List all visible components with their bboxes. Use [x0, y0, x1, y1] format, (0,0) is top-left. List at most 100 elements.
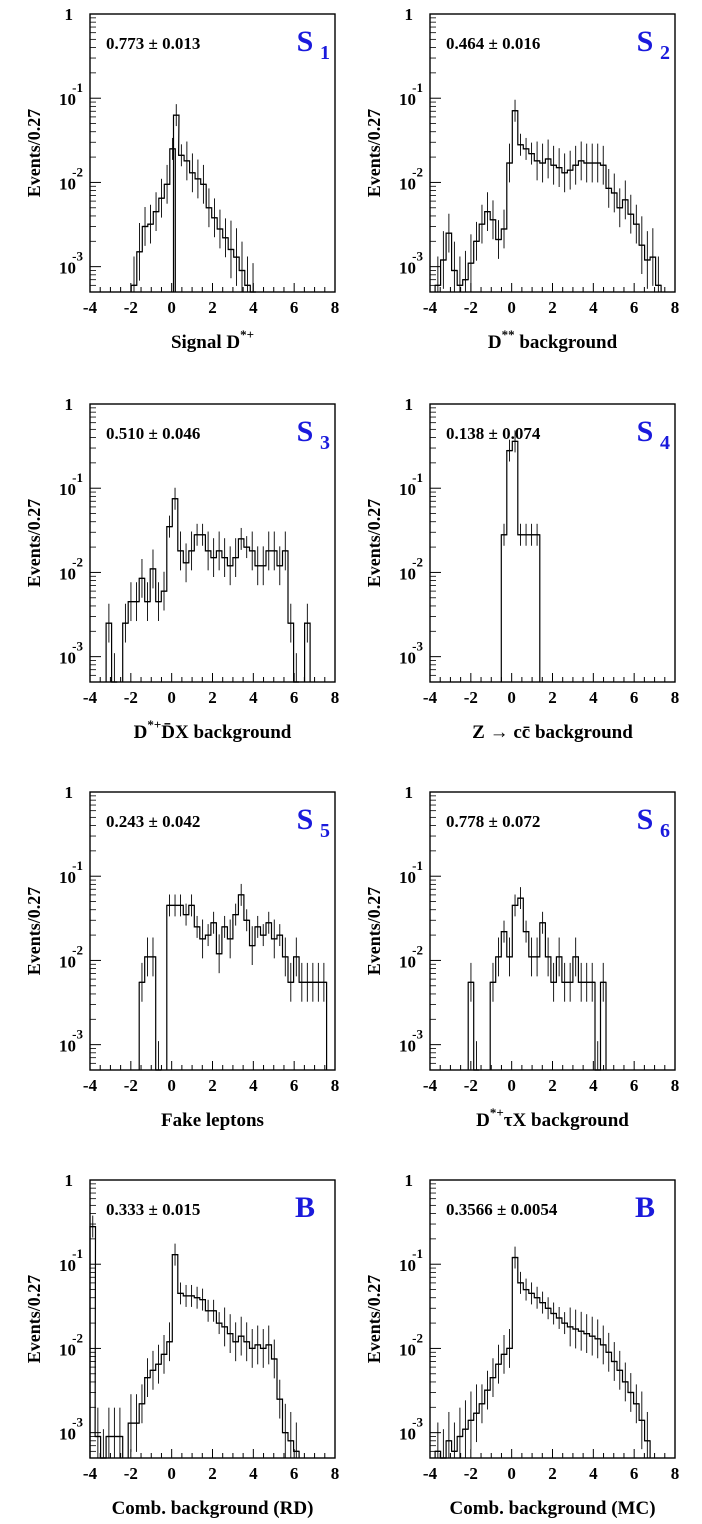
y-tick-label: 10 [399, 90, 416, 109]
x-tick-label: 0 [167, 1464, 176, 1483]
x-axis-label: Fake leptons [161, 1110, 264, 1131]
y-tick-exponent: -1 [412, 858, 423, 873]
histogram-outline [105, 498, 311, 683]
fit-value-label: 0.510 ± 0.046 [106, 424, 200, 443]
x-tick-label: 2 [208, 1464, 217, 1483]
y-tick-exponent: -2 [72, 1330, 83, 1345]
histogram-series [500, 430, 541, 682]
x-tick-label: 6 [630, 688, 639, 707]
fit-value-label: 0.464 ± 0.016 [446, 34, 540, 53]
y-tick-exponent: -3 [412, 1415, 423, 1430]
histogram-outline [434, 110, 662, 292]
y-tick-label: 10 [59, 259, 76, 278]
x-tick-label: 2 [548, 688, 557, 707]
x-tick-label: -2 [464, 688, 478, 707]
histogram-outline [89, 1226, 300, 1459]
x-axis-label: Comb. background (MC) [449, 1498, 655, 1519]
x-tick-label: 8 [671, 298, 680, 317]
x-tick-label: -2 [124, 298, 138, 317]
histogram-series [89, 1215, 300, 1459]
x-tick-label: 8 [331, 1464, 340, 1483]
x-tick-label: 2 [208, 688, 217, 707]
x-axis-label: D*+τX background [476, 1105, 629, 1131]
y-tick-label: 10 [59, 90, 76, 109]
y-tick-label: 1 [405, 783, 414, 802]
x-tick-label: 8 [331, 298, 340, 317]
fit-value-label: 0.3566 ± 0.0054 [446, 1200, 558, 1219]
y-tick-exponent: -1 [412, 470, 423, 485]
y-tick-label: 1 [405, 395, 414, 414]
x-tick-label: 8 [671, 688, 680, 707]
x-tick-label: 4 [589, 688, 598, 707]
sample-tag-subscript: 5 [320, 820, 330, 842]
y-tick-exponent: -2 [412, 164, 423, 179]
fit-value-label: 0.778 ± 0.072 [446, 812, 540, 831]
y-tick-label: 10 [59, 564, 76, 583]
x-tick-label: -4 [423, 298, 438, 317]
x-tick-label: 6 [630, 298, 639, 317]
y-tick-label: 10 [399, 1037, 416, 1056]
x-tick-label: 2 [208, 298, 217, 317]
y-tick-exponent: -2 [72, 942, 83, 957]
x-tick-label: 4 [249, 298, 258, 317]
panel-b-mc: -4 -2 0 2 4 6 8110-110-210-3Events/0.270.3566 … [364, 1171, 679, 1519]
y-tick-exponent: -1 [72, 80, 83, 95]
y-tick-label: 10 [59, 480, 76, 499]
sample-tag: B [635, 1191, 655, 1224]
x-tick-label: -4 [423, 1464, 438, 1483]
y-tick-exponent: -2 [412, 1330, 423, 1345]
sample-tag-subscript: 3 [320, 432, 330, 454]
x-tick-label: 4 [589, 298, 598, 317]
x-tick-label: -4 [423, 688, 438, 707]
x-tick-label: -2 [124, 688, 138, 707]
x-tick-label: 8 [671, 1076, 680, 1095]
y-tick-label: 10 [59, 868, 76, 887]
y-tick-label: 10 [399, 1340, 416, 1359]
x-tick-label: 0 [507, 1076, 516, 1095]
histogram-series [467, 887, 607, 1071]
y-tick-exponent: -1 [72, 1246, 83, 1261]
x-tick-label: -4 [423, 1076, 438, 1095]
y-tick-label: 10 [399, 649, 416, 668]
x-tick-label: 6 [290, 1076, 299, 1095]
y-tick-label: 1 [405, 5, 414, 24]
x-tick-label: 6 [290, 1464, 299, 1483]
y-axis-label: Events/0.27 [24, 109, 44, 198]
y-tick-exponent: -3 [72, 1027, 83, 1042]
sample-tag: S [637, 415, 654, 448]
histogram-series [130, 104, 256, 293]
x-tick-label: 0 [507, 1464, 516, 1483]
x-tick-label: 8 [671, 1464, 680, 1483]
x-axis-label: Comb. background (RD) [112, 1498, 314, 1519]
y-axis-label: Events/0.27 [24, 499, 44, 588]
sample-tag: S [637, 803, 654, 836]
x-tick-label: 6 [290, 688, 299, 707]
y-tick-label: 10 [59, 1256, 76, 1275]
y-tick-label: 10 [59, 1037, 76, 1056]
sample-tag-subscript: 2 [660, 42, 670, 64]
fit-value-label: 0.243 ± 0.042 [106, 812, 200, 831]
y-tick-exponent: -2 [412, 554, 423, 569]
histogram-series [105, 487, 311, 683]
x-tick-label: 4 [249, 688, 258, 707]
x-axis-label: Z → cc̄ background [472, 722, 633, 743]
x-tick-label: 8 [331, 1076, 340, 1095]
y-axis-label: Events/0.27 [364, 109, 384, 198]
y-tick-exponent: -2 [72, 164, 83, 179]
x-tick-label: 4 [589, 1464, 598, 1483]
x-tick-label: 2 [548, 1464, 557, 1483]
y-tick-exponent: -3 [412, 1027, 423, 1042]
x-tick-label: -4 [83, 1076, 98, 1095]
histogram-outline [467, 897, 607, 1071]
y-tick-exponent: -3 [72, 249, 83, 264]
histogram-series [138, 883, 328, 1071]
x-tick-label: -2 [464, 1076, 478, 1095]
y-axis-label: Events/0.27 [24, 887, 44, 976]
y-tick-label: 1 [65, 5, 74, 24]
y-tick-label: 1 [65, 1171, 74, 1190]
